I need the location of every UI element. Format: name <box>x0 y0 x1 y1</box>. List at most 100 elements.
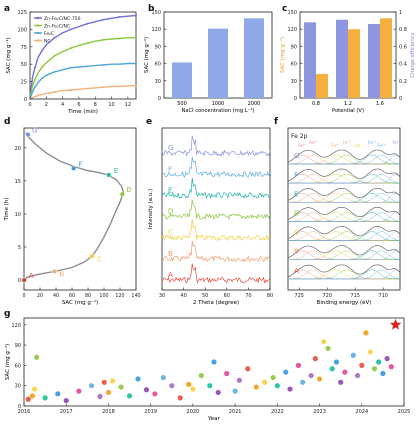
pattern-line-E <box>161 177 271 200</box>
x-tick-label: 715 <box>350 293 360 299</box>
marker-G <box>25 132 31 138</box>
x-tick-label: 2 <box>45 102 48 108</box>
pattern-label-D: D <box>168 208 173 216</box>
fit-component <box>288 193 401 203</box>
x-tick-label: 720 <box>322 293 332 299</box>
series-point <box>118 15 121 18</box>
y-tick-label: 30 <box>155 79 161 85</box>
data-point <box>342 369 348 375</box>
y-tick-label: 5 <box>18 245 21 251</box>
legend-entry: Zn-Fe₂C/NC-750 <box>44 16 81 22</box>
chart-a: 0 2 4 6 8 10 12 0 25 50 75 100 125 Time (min) SAC (mg … <box>5 10 137 115</box>
bar <box>208 28 228 99</box>
data-point <box>211 359 217 365</box>
fit-component <box>288 154 401 165</box>
panel-label-e: e <box>146 117 152 127</box>
y-tick-label: 0 <box>24 97 27 103</box>
series-point <box>86 65 88 68</box>
marker-label-C: C <box>97 255 102 263</box>
series-point <box>86 42 88 45</box>
y-tick-label: 90 <box>15 343 21 349</box>
x-tick-label: 120 <box>115 293 124 299</box>
x-tick-label: 2018 <box>102 409 115 415</box>
series-point <box>102 86 105 89</box>
data-point <box>135 376 141 382</box>
y-right-tick-label: 0.8 <box>399 27 407 33</box>
chart-b: 500 1000 2000 0 30 60 90 120 150 NaCl concentrati… <box>143 10 273 114</box>
series-line-1 <box>29 37 136 100</box>
series-point <box>41 66 44 68</box>
data-point <box>207 383 213 389</box>
data-point <box>215 389 221 396</box>
x-tick-label: 30 <box>159 293 165 299</box>
x-tick-label: 80 <box>267 293 273 299</box>
bar-sac <box>380 18 392 98</box>
data-point <box>143 387 150 393</box>
panel-label-b: b <box>148 4 155 14</box>
data-point <box>354 372 361 379</box>
peak-label: Fe³⁺ <box>298 143 306 148</box>
chart-g: 2016 2017 2018 2019 2020 2021 2022 2023 2024 2025… <box>4 317 410 422</box>
envelope-line <box>287 264 401 278</box>
x-tick-label: 0.8 <box>312 101 320 107</box>
marker-label-F: F <box>79 160 83 168</box>
y-tick-label: 25 <box>21 80 27 86</box>
x-tick-label: 8 <box>94 102 97 108</box>
envelope-line <box>287 226 401 239</box>
envelope-line <box>287 168 401 182</box>
fit-component <box>288 250 400 260</box>
series-point <box>37 94 40 97</box>
series-point <box>86 22 88 25</box>
x-tick-label: 2020 <box>187 409 200 415</box>
fit-component <box>288 212 400 222</box>
pattern-label-A: A <box>168 271 173 279</box>
fit-component <box>288 231 401 241</box>
pattern-label-C: C <box>168 229 173 237</box>
y-tick-label: 100 <box>17 27 27 33</box>
data-point <box>384 356 390 362</box>
x-tick-label: 50 <box>202 293 208 299</box>
marker-label-G: G <box>32 127 37 135</box>
x-axis-label: Potential (V) <box>332 108 364 114</box>
fit-component <box>288 231 400 241</box>
peak-label: Fe³⁺ <box>368 140 376 145</box>
panel-label-g: g <box>4 309 10 319</box>
plot-frame <box>161 127 271 291</box>
series-point <box>118 63 121 66</box>
x-tick-label: 20 <box>37 293 43 299</box>
x-tick-label: 40 <box>53 293 59 299</box>
marker-B <box>51 268 57 274</box>
data-point <box>371 366 378 372</box>
y-tick-label: 15 <box>15 179 21 185</box>
data-point <box>236 377 242 383</box>
data-point <box>118 384 124 390</box>
x-axis-label: Binding energy (eV) <box>317 300 372 306</box>
data-point <box>232 388 238 394</box>
pattern-label-E: E <box>168 186 172 194</box>
series-point <box>41 49 44 52</box>
plot-frame <box>23 127 137 291</box>
data-point <box>333 359 340 365</box>
panel-label-d: d <box>4 117 10 127</box>
series-point <box>69 89 72 91</box>
fit-component <box>287 193 400 203</box>
series-point <box>53 54 56 57</box>
legend-entry: NC <box>44 39 51 45</box>
series-point <box>118 37 121 40</box>
data-point <box>287 386 293 392</box>
plot-frame <box>29 11 137 100</box>
bar-efficiency <box>368 24 380 98</box>
data-point <box>31 386 38 392</box>
data-point <box>34 354 40 360</box>
data-point <box>76 388 82 394</box>
bar-sac <box>348 29 360 99</box>
marker-D <box>119 191 125 197</box>
x-tick-label: 2019 <box>144 409 157 415</box>
y-tick-label: 120 <box>151 27 161 33</box>
bar-efficiency <box>304 22 316 98</box>
bar-sac <box>316 73 328 98</box>
y-axis-label: SAC (mg g⁻¹) <box>279 37 286 73</box>
series-point <box>53 91 56 93</box>
bar <box>244 18 264 98</box>
